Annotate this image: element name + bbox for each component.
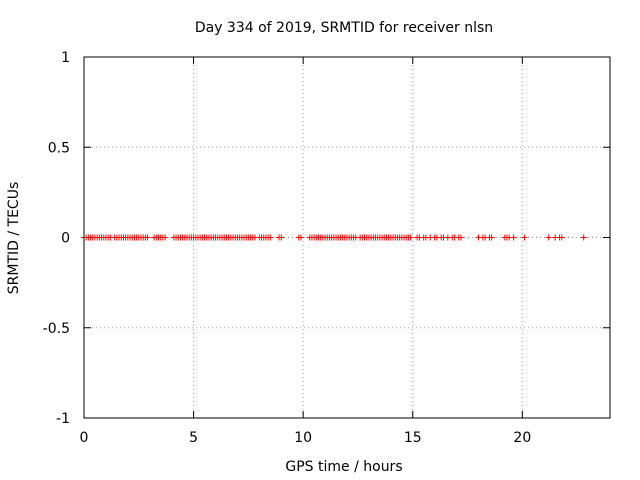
y-tick-label: 0 xyxy=(61,231,70,247)
data-point xyxy=(297,234,304,241)
data-point xyxy=(267,234,274,241)
data-point xyxy=(545,234,552,241)
data-point xyxy=(510,234,517,241)
x-tick-label: 20 xyxy=(513,430,531,446)
y-tick-label: -1 xyxy=(56,411,70,427)
data-point xyxy=(407,234,414,241)
x-axis-label: GPS time / hours xyxy=(285,459,402,475)
data-point xyxy=(162,234,169,241)
y-tick-label: 1 xyxy=(61,50,70,66)
y-axis-label: SRMTID / TECUs xyxy=(6,182,22,295)
data-point xyxy=(580,234,587,241)
data-points xyxy=(81,234,587,241)
tick-labels: 0 5 10 15 20 1 0.5 0 -0.5 -1 xyxy=(43,50,532,446)
data-point xyxy=(521,234,528,241)
x-tick-label: 15 xyxy=(404,430,422,446)
data-point xyxy=(488,234,495,241)
y-tick-label: 0.5 xyxy=(48,140,70,156)
data-point xyxy=(457,234,464,241)
y-tick-label: -0.5 xyxy=(43,321,70,337)
data-point xyxy=(278,234,285,241)
plot-frame xyxy=(83,56,611,419)
data-point xyxy=(558,234,565,241)
data-point xyxy=(144,234,151,241)
x-tick-label: 5 xyxy=(189,430,198,446)
x-tick-label: 0 xyxy=(80,430,89,446)
x-tick-label: 10 xyxy=(294,430,312,446)
chart-title: Day 334 of 2019, SRMTID for receiver nls… xyxy=(195,20,493,36)
